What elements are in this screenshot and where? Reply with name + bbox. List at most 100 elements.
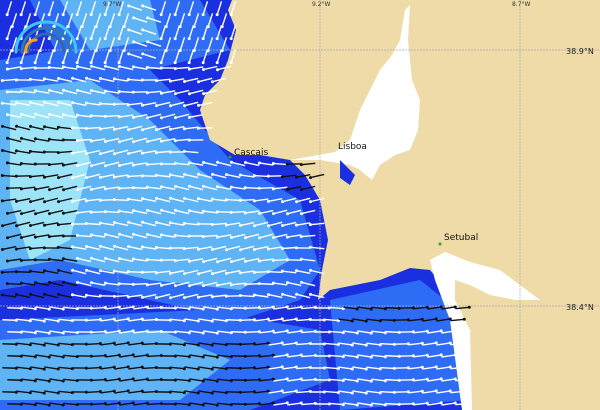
wave-arrow: [296, 366, 311, 370]
wave-arrow: [142, 102, 157, 106]
place-label-setubal[interactable]: Setubal: [444, 233, 478, 243]
wave-arrow: [114, 390, 129, 394]
wave-arrow-head: [355, 307, 359, 311]
wave-arrow-head: [118, 232, 122, 236]
wave-arrow-head: [47, 331, 51, 335]
wave-arrow-head: [155, 296, 159, 300]
wave-arrow: [422, 390, 437, 394]
wave-arrow: [30, 197, 45, 203]
wave-arrow-head: [420, 317, 424, 321]
wave-arrow: [198, 173, 213, 179]
wave-arrow-head: [140, 295, 144, 299]
wave-arrow: [273, 233, 288, 239]
wave-arrow: [189, 210, 204, 214]
wave-arrow: [63, 113, 78, 119]
wave-arrow: [119, 210, 134, 214]
wave-arrow: [287, 330, 302, 334]
place-label-cascais[interactable]: Cascais: [234, 148, 268, 158]
wave-arrow-head: [225, 248, 229, 252]
wave-arrow: [170, 366, 185, 370]
wave-arrow: [287, 185, 302, 191]
wave-arrow: [179, 13, 186, 27]
wave-arrow-head: [355, 379, 359, 383]
wave-arrow: [147, 113, 162, 119]
wave-arrow: [240, 390, 255, 394]
wave-arrow-head: [127, 220, 131, 224]
wave-arrow: [455, 354, 470, 358]
wave-arrow: [128, 366, 143, 370]
wave-arrow-head: [169, 196, 173, 200]
wave-arrow: [259, 330, 274, 334]
wave-arrow-head: [201, 13, 205, 17]
wave-arrow: [133, 378, 148, 382]
wave-arrow: [212, 342, 227, 346]
wave-arrow-head: [141, 28, 145, 32]
wave-arrow-head: [210, 295, 214, 299]
wave-arrow-head: [132, 40, 136, 44]
wave-arrow-head: [299, 353, 303, 357]
wave-arrow-head: [48, 212, 52, 216]
wave-arrow-head: [159, 139, 163, 143]
wave-arrow: [6, 25, 13, 39]
wave-arrow: [118, 25, 125, 39]
wave-arrow-head: [448, 317, 452, 321]
wave-arrow-head: [28, 343, 32, 347]
wave-arrow-head: [42, 367, 46, 371]
wave-arrow: [273, 258, 288, 262]
wave-arrow-head: [295, 292, 299, 296]
wave-arrow-head: [34, 112, 38, 116]
place-label-lisboa[interactable]: Lisboa: [338, 142, 367, 152]
wave-arrow: [142, 318, 157, 322]
wave-arrow: [128, 294, 143, 298]
wave-arrow: [21, 162, 36, 166]
wave-arrow: [259, 282, 274, 286]
wave-arrow-head: [75, 233, 79, 237]
wave-arrow-head: [196, 103, 200, 107]
wave-arrow: [133, 354, 148, 358]
wave-arrow-head: [196, 367, 200, 371]
wave-arrow: [44, 222, 59, 226]
wave-arrow-head: [131, 115, 135, 119]
wave-arrow-head: [201, 331, 205, 335]
wave-arrow: [35, 138, 50, 142]
wave-arrow-head: [76, 88, 80, 92]
wave-arrow: [301, 258, 316, 262]
wave-arrow: [114, 366, 129, 370]
wave-arrow: [324, 318, 339, 322]
wave-arrow-head: [299, 305, 303, 309]
wave-arrow-head: [336, 319, 340, 323]
wave-arrow-head: [252, 174, 256, 178]
wave-arrow-head: [453, 401, 457, 405]
wave-arrow-head: [229, 210, 233, 214]
wave-arrow: [86, 222, 101, 226]
wave-arrow-head: [103, 281, 107, 285]
wave-arrow: [72, 150, 87, 154]
wave-arrow-head: [467, 305, 471, 309]
wave-arrow-head: [145, 232, 149, 236]
wave-arrow: [436, 318, 451, 322]
wave-arrow: [245, 210, 260, 214]
wave-arrow-head: [47, 65, 51, 69]
wave-arrow: [16, 150, 31, 154]
wave-arrow: [7, 233, 22, 239]
wave-arrow-head: [90, 64, 94, 68]
wave-arrow-head: [467, 353, 471, 357]
wave-arrow-head: [224, 198, 228, 202]
wave-arrow-head: [187, 209, 191, 213]
wave-arrow-head: [439, 401, 443, 405]
wave-arrow: [296, 293, 311, 299]
wave-arrow: [44, 342, 59, 346]
wave-arrow: [203, 161, 218, 167]
wave-arrow: [58, 173, 73, 179]
wave-arrow: [203, 306, 218, 310]
wave-arrow: [119, 90, 134, 94]
wave-arrow-head: [182, 319, 186, 323]
wave-arrow: [142, 390, 157, 394]
wave-arrow: [174, 1, 181, 15]
wave-arrow: [147, 162, 162, 166]
estuary-channel: [340, 160, 355, 185]
wave-arrow: [147, 209, 162, 215]
wave-arrow: [147, 41, 162, 47]
wave-arrow-head: [174, 116, 178, 120]
